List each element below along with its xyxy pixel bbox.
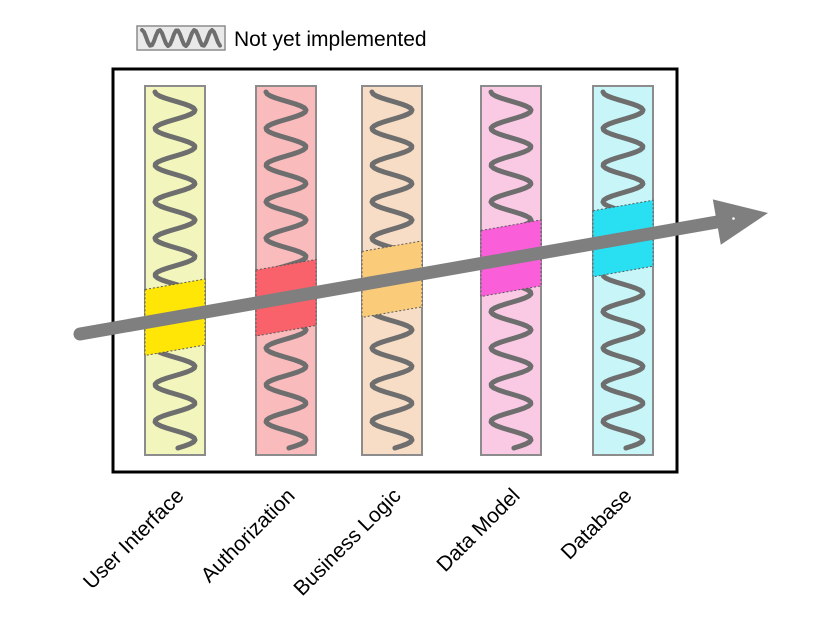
layer-label-data-model: Data Model (432, 484, 524, 576)
layer-bar-data-model (480, 85, 542, 456)
layer-column (144, 85, 206, 456)
layer-label-database: Database (557, 484, 637, 564)
layer-bar-authorization (255, 85, 317, 456)
legend: Not yet implemented (136, 25, 427, 51)
not-implemented-wave-icon (152, 89, 198, 451)
layer-bar-user-interface (144, 85, 206, 456)
layer-label-business-logic: Business Logic (289, 484, 405, 600)
legend-wave-icon (140, 28, 222, 48)
layer-label-user-interface: User Interface (79, 484, 189, 594)
progress-arrow (73, 199, 768, 341)
layer-bar-database (592, 85, 654, 456)
arrow-shaft (73, 215, 724, 341)
arrow-speck (732, 217, 735, 220)
layer-label-authorization: Authorization (197, 484, 300, 587)
legend-label: Not yet implemented (234, 28, 427, 51)
arrow-head-icon (712, 199, 768, 245)
